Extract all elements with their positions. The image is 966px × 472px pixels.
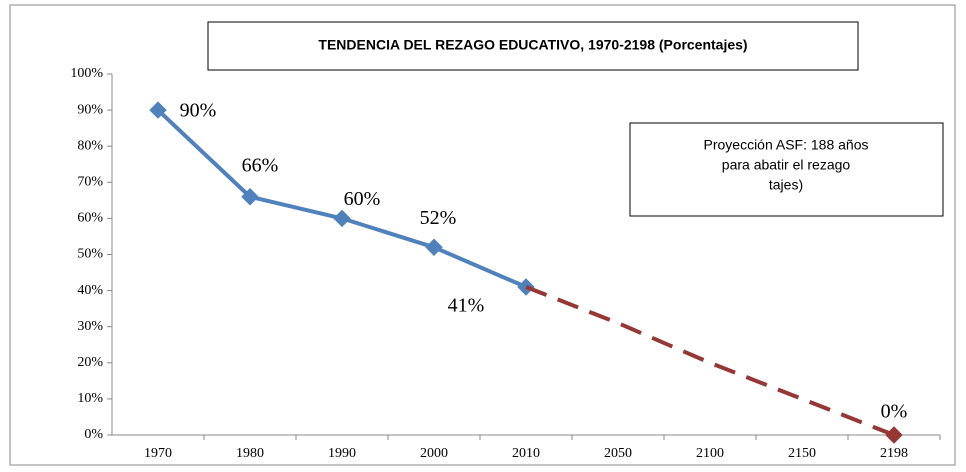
annotation: tajes) — [769, 177, 803, 193]
value-label: 41% — [448, 295, 485, 317]
x-tick-label: 2100 — [696, 446, 724, 461]
y-tick-label: 0% — [84, 427, 103, 442]
value-label: 66% — [242, 154, 279, 176]
chart-title: TENDENCIA DEL REZAGO EDUCATIVO, 1970-219… — [318, 37, 747, 53]
value-label: 90% — [180, 100, 217, 122]
y-tick-label: 50% — [77, 247, 103, 262]
value-label: 0% — [881, 401, 908, 423]
marker — [149, 101, 167, 119]
value-label: 60% — [344, 188, 381, 210]
marker — [885, 426, 903, 444]
y-tick-label: 80% — [77, 138, 103, 153]
x-tick-label: 1990 — [328, 446, 356, 461]
y-tick-label: 100% — [70, 66, 103, 81]
marker — [425, 238, 443, 256]
y-tick-label: 60% — [77, 211, 103, 226]
annotation: para abatir el rezago — [722, 157, 851, 173]
x-tick-label: 2000 — [420, 446, 448, 461]
title-box — [207, 21, 859, 71]
x-tick-label: 2150 — [788, 446, 816, 461]
y-tick-label: 90% — [77, 102, 103, 117]
marker — [333, 209, 351, 228]
x-tick-label: 2198 — [880, 446, 908, 461]
y-tick-label: 10% — [77, 391, 103, 406]
x-tick-label: 1980 — [236, 446, 264, 461]
x-tick-label: 1970 — [144, 446, 172, 461]
y-tick-label: 20% — [77, 355, 103, 370]
chart-border — [9, 4, 956, 466]
y-tick-label: 40% — [77, 283, 103, 298]
y-tick-label: 70% — [77, 175, 103, 190]
y-tick-label: 30% — [77, 319, 103, 334]
annotation: Proyección ASF: 188 años — [704, 137, 869, 153]
annotation-box — [629, 122, 944, 217]
x-tick-label: 2050 — [604, 446, 632, 461]
marker — [241, 188, 259, 206]
value-label: 52% — [420, 207, 457, 229]
x-tick-label: 2010 — [512, 446, 540, 461]
